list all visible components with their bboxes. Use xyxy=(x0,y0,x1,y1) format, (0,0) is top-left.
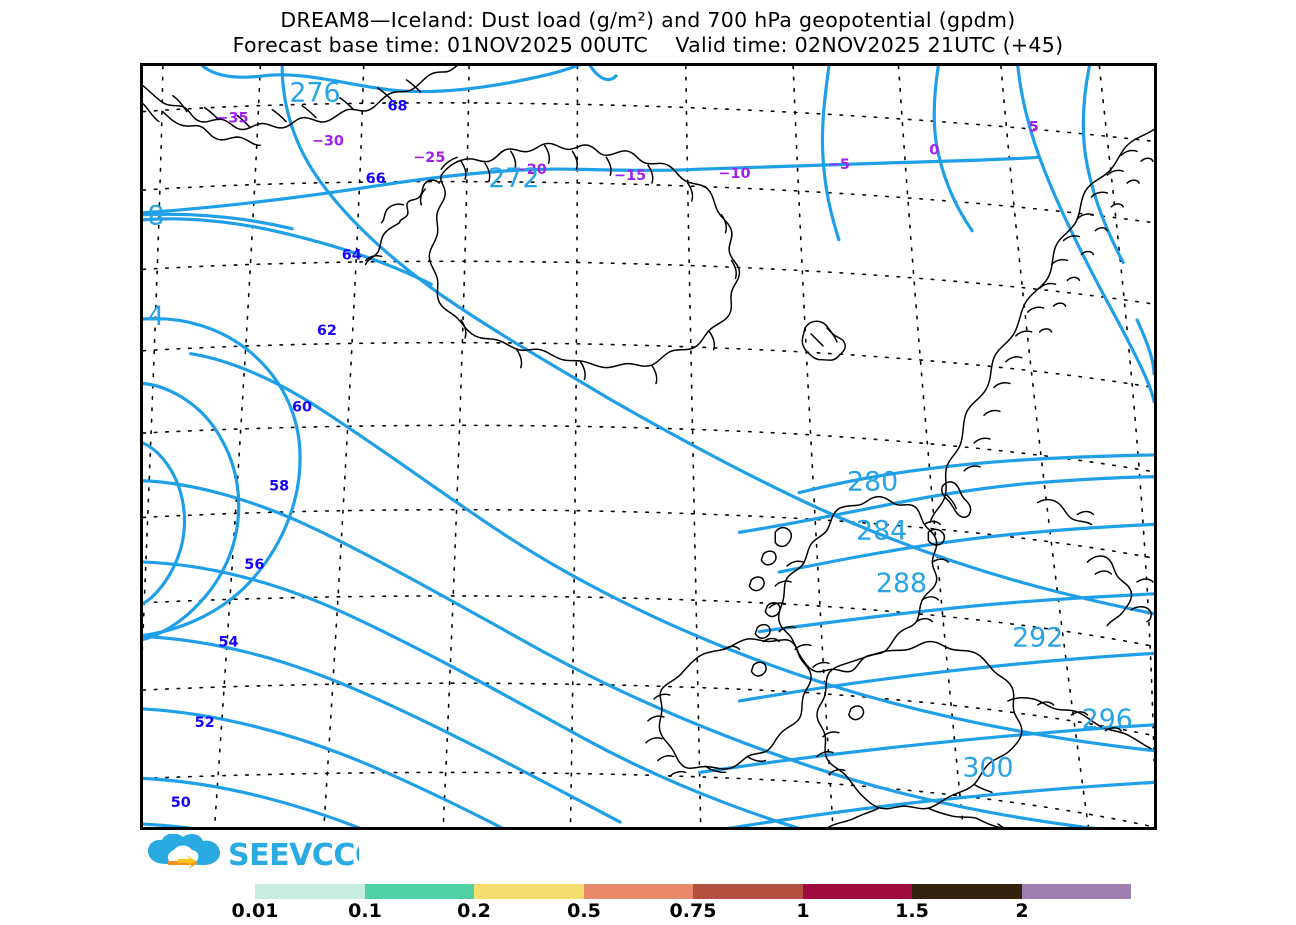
contour-labels: 276 8 4 272 280 284 288 292 296 300 xyxy=(147,78,1132,784)
colorbar-segment-6 xyxy=(912,884,1022,899)
colorbar-segment-7 xyxy=(1021,884,1131,899)
contour-label-296: 296 xyxy=(1082,704,1133,735)
contour-label-268: 8 xyxy=(147,201,164,232)
lon-label-m30: −30 xyxy=(312,133,344,149)
colorbar-segment-4 xyxy=(693,884,803,899)
colorbar-tick-6: 1.5 xyxy=(895,900,929,922)
lat-label-54: 54 xyxy=(218,634,238,650)
colorbar-segment-1 xyxy=(364,884,474,899)
colorbar-tick-1: 0.1 xyxy=(348,900,382,922)
contour-label-292: 292 xyxy=(1012,622,1063,653)
contour-label-276: 276 xyxy=(289,78,340,109)
contour-label-284: 284 xyxy=(856,515,907,546)
lat-label-68: 68 xyxy=(387,99,407,115)
colorbar-segment-3 xyxy=(583,884,693,899)
colorbar-tick-3: 0.5 xyxy=(567,900,601,922)
lat-label-58: 58 xyxy=(269,479,289,495)
lat-label-50: 50 xyxy=(171,795,191,811)
logo-graphic: SEEVCCC xyxy=(148,833,377,873)
contour-label-280: 280 xyxy=(847,467,898,498)
latitude-gridlines xyxy=(143,102,1154,827)
colorbar: 0.01 0.1 0.2 0.5 0.75 1 1.5 2 xyxy=(232,884,1131,922)
lat-label-52: 52 xyxy=(195,715,215,731)
lon-label-5: 5 xyxy=(1029,119,1039,135)
lat-label-64: 64 xyxy=(342,247,362,263)
colorbar-segment-2 xyxy=(474,884,584,899)
lon-label-m10: −10 xyxy=(718,166,750,182)
coastlines xyxy=(143,66,1154,827)
lon-label-m35: −35 xyxy=(216,111,248,127)
forecast-time-line: Forecast base time: 01NOV2025 00UTC Vali… xyxy=(232,33,1064,57)
lon-label-m15: −15 xyxy=(614,168,646,184)
latitude-labels: 68 66 64 62 60 58 56 54 52 50 xyxy=(171,99,408,811)
longitude-gridlines xyxy=(143,66,1154,827)
colorbar-tick-5: 1 xyxy=(796,900,810,922)
lat-label-66: 66 xyxy=(366,171,386,187)
lat-label-62: 62 xyxy=(317,323,337,339)
geopotential-contours xyxy=(143,66,1154,827)
lon-label-m5: −5 xyxy=(828,157,850,173)
contour-label-264: 4 xyxy=(147,301,164,332)
colorbar-tick-labels: 0.01 0.1 0.2 0.5 0.75 1 1.5 2 xyxy=(232,900,1131,922)
map-panel[interactable]: 68 66 64 62 60 58 56 54 52 50 −35 −30 −2… xyxy=(140,63,1157,830)
seevccc-logo: SEEVCCC xyxy=(144,833,377,876)
longitude-labels: −35 −30 −25 −20 −15 −10 −5 0 5 xyxy=(216,111,1038,185)
colorbar-tick-7: 2 xyxy=(1015,900,1029,922)
arrow-icon xyxy=(168,855,198,869)
colorbar-gradient xyxy=(255,884,1131,899)
colorbar-segment-0 xyxy=(255,884,365,899)
chart-title-block: DREAM8—Iceland: Dust load (g/m²) and 700… xyxy=(0,8,1296,58)
map-graphic: 68 66 64 62 60 58 56 54 52 50 −35 −30 −2… xyxy=(143,66,1154,827)
colorbar-tick-2: 0.2 xyxy=(457,900,491,922)
colorbar-segment-5 xyxy=(802,884,912,899)
contour-label-300: 300 xyxy=(962,752,1013,783)
page-title: DREAM8—Iceland: Dust load (g/m²) and 700… xyxy=(280,8,1016,32)
lon-label-m20: −20 xyxy=(515,162,547,178)
lon-label-m25: −25 xyxy=(413,150,445,166)
contour-label-288: 288 xyxy=(876,568,927,599)
contour-label-272: 272 xyxy=(488,163,539,194)
logo-text: SEEVCCC xyxy=(228,838,359,873)
colorbar-tick-4: 0.75 xyxy=(669,900,717,922)
lat-label-56: 56 xyxy=(244,557,264,573)
lat-label-60: 60 xyxy=(292,399,312,415)
colorbar-tick-0: 0.01 xyxy=(231,900,279,922)
lon-label-0: 0 xyxy=(929,142,939,158)
